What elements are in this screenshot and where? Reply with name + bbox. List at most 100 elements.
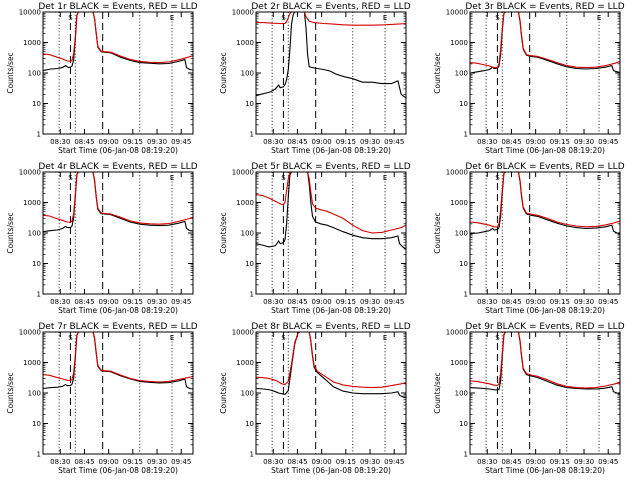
x-tick-label: 08:45 bbox=[501, 298, 521, 306]
interval-marker-label: S bbox=[68, 334, 73, 342]
lld-series-line bbox=[256, 332, 406, 389]
x-axis-label: Start Time (06-Jan-08 08:19:20) bbox=[271, 466, 391, 475]
y-axis-label: Counts/sec bbox=[433, 212, 442, 253]
x-tick-label: 09:30 bbox=[360, 458, 380, 466]
x-tick-label: 09:30 bbox=[574, 138, 594, 146]
interval-marker-label: S bbox=[495, 174, 500, 182]
y-tick-label: 1000 bbox=[23, 39, 41, 47]
x-tick-label: 09:45 bbox=[384, 138, 404, 146]
y-tick-label: 10000 bbox=[19, 9, 41, 17]
x-tick-label: 09:15 bbox=[336, 138, 356, 146]
x-tick-label: 08:30 bbox=[477, 298, 497, 306]
y-tick-label: 1000 bbox=[23, 199, 41, 207]
y-tick-label: 100 bbox=[241, 390, 254, 398]
y-tick-label: 10000 bbox=[19, 329, 41, 337]
plot-frame bbox=[42, 331, 194, 455]
y-tick-label: 10 bbox=[245, 260, 254, 268]
x-tick-label: 09:00 bbox=[99, 298, 119, 306]
x-tick-label: 09:00 bbox=[526, 138, 546, 146]
plot-frame bbox=[255, 331, 407, 455]
x-tick-label: 09:30 bbox=[360, 298, 380, 306]
x-axis-label: Start Time (06-Jan-08 08:19:20) bbox=[271, 306, 391, 315]
x-tick-label: 09:00 bbox=[526, 298, 546, 306]
events-series-line bbox=[256, 12, 406, 99]
y-tick-label: 10000 bbox=[446, 329, 468, 337]
y-tick-label: 1 bbox=[250, 131, 254, 139]
y-tick-label: 100 bbox=[455, 70, 468, 78]
interval-marker-label: S bbox=[281, 14, 286, 22]
x-tick-label: 09:15 bbox=[123, 458, 143, 466]
lld-series-line bbox=[470, 12, 620, 69]
y-tick-label: 100 bbox=[28, 390, 41, 398]
x-tick-label: 09:00 bbox=[99, 138, 119, 146]
x-tick-label: 08:30 bbox=[50, 458, 70, 466]
x-tick-label: 08:45 bbox=[287, 138, 307, 146]
chart-panel: Det 2r BLACK = Events, RED = LLD 1 10 100 10… bbox=[219, 2, 411, 155]
chart-panel: Det 1r BLACK = Events, RED = LLD 1 10 100 10… bbox=[6, 2, 198, 155]
interval-marker-label: E bbox=[170, 14, 174, 22]
interval-marker-label: S bbox=[495, 14, 500, 22]
x-tick-label: 09:00 bbox=[526, 458, 546, 466]
y-tick-label: 1000 bbox=[23, 359, 41, 367]
y-tick-label: 1 bbox=[464, 131, 468, 139]
x-tick-label: 09:45 bbox=[598, 458, 618, 466]
x-tick-label: 09:45 bbox=[598, 298, 618, 306]
interval-marker-label: E bbox=[383, 174, 387, 182]
interval-marker-label: S bbox=[495, 334, 500, 342]
y-tick-label: 10000 bbox=[446, 169, 468, 177]
y-axis-label: Counts/sec bbox=[219, 372, 228, 413]
chart-title: Det 8r BLACK = Events, RED = LLD bbox=[251, 322, 410, 332]
x-tick-label: 08:30 bbox=[263, 298, 283, 306]
y-tick-label: 10 bbox=[245, 420, 254, 428]
y-tick-label: 10 bbox=[459, 260, 468, 268]
y-tick-label: 10000 bbox=[446, 9, 468, 17]
interval-marker-label: E bbox=[170, 174, 174, 182]
x-tick-label: 09:15 bbox=[123, 298, 143, 306]
x-tick-label: 08:45 bbox=[287, 298, 307, 306]
chart-panel: Det 6r BLACK = Events, RED = LLD 1 10 100 10… bbox=[433, 162, 625, 315]
y-tick-label: 100 bbox=[455, 230, 468, 238]
interval-marker-label: S bbox=[68, 174, 73, 182]
plot-frame bbox=[469, 331, 621, 455]
interval-marker-label: E bbox=[383, 334, 387, 342]
chart-title: Det 9r BLACK = Events, RED = LLD bbox=[465, 322, 624, 332]
x-tick-label: 09:15 bbox=[336, 458, 356, 466]
y-tick-label: 1000 bbox=[236, 199, 254, 207]
x-tick-label: 09:00 bbox=[312, 458, 332, 466]
x-axis-label: Start Time (06-Jan-08 08:19:20) bbox=[58, 306, 178, 315]
interval-marker-label: E bbox=[597, 174, 601, 182]
lld-series-line bbox=[256, 172, 406, 234]
x-axis-label: Start Time (06-Jan-08 08:19:20) bbox=[485, 466, 605, 475]
x-tick-label: 09:30 bbox=[147, 138, 167, 146]
y-tick-label: 1 bbox=[37, 451, 41, 459]
x-tick-label: 09:30 bbox=[360, 138, 380, 146]
chart-panel: Det 8r BLACK = Events, RED = LLD 1 10 100 10… bbox=[219, 322, 411, 475]
lld-series-line bbox=[470, 172, 620, 228]
y-tick-label: 10 bbox=[32, 420, 41, 428]
interval-marker-label: S bbox=[281, 174, 286, 182]
x-axis-label: Start Time (06-Jan-08 08:19:20) bbox=[58, 466, 178, 475]
x-tick-label: 09:15 bbox=[123, 138, 143, 146]
x-tick-label: 08:30 bbox=[477, 138, 497, 146]
y-tick-label: 10 bbox=[459, 420, 468, 428]
x-tick-label: 08:45 bbox=[74, 298, 94, 306]
x-axis-label: Start Time (06-Jan-08 08:19:20) bbox=[271, 146, 391, 155]
interval-marker-label: E bbox=[597, 14, 601, 22]
y-axis-label: Counts/sec bbox=[219, 212, 228, 253]
y-tick-label: 10000 bbox=[232, 9, 254, 17]
x-tick-label: 08:45 bbox=[501, 458, 521, 466]
x-tick-label: 09:45 bbox=[384, 298, 404, 306]
x-tick-label: 09:45 bbox=[384, 458, 404, 466]
y-tick-label: 100 bbox=[455, 390, 468, 398]
y-axis-label: Counts/sec bbox=[219, 52, 228, 93]
y-tick-label: 10 bbox=[32, 260, 41, 268]
lld-series-line bbox=[470, 332, 620, 389]
interval-marker-label: E bbox=[383, 14, 387, 22]
interval-marker-label: E bbox=[170, 334, 174, 342]
x-tick-label: 09:15 bbox=[336, 298, 356, 306]
chart-title: Det 2r BLACK = Events, RED = LLD bbox=[251, 2, 410, 12]
x-axis-label: Start Time (06-Jan-08 08:19:20) bbox=[58, 146, 178, 155]
x-tick-label: 09:30 bbox=[574, 458, 594, 466]
y-tick-label: 10000 bbox=[232, 169, 254, 177]
